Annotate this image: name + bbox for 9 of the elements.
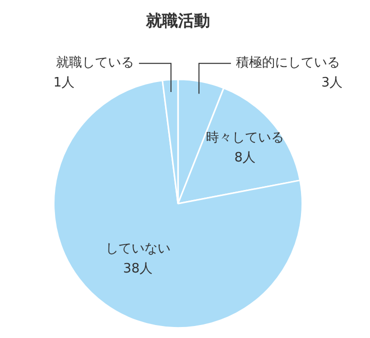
data-label: 1人 <box>53 76 75 91</box>
slice-label: 時々している <box>206 130 284 146</box>
chart-title: 就職活動 <box>145 10 210 30</box>
data-label: 38人 <box>123 261 153 276</box>
data-label: 8人 <box>234 150 256 166</box>
data-label: 3人 <box>321 76 343 91</box>
slice-label: 就職している <box>56 56 134 71</box>
slice-label: していない <box>105 241 170 256</box>
slice-label: 積極的にしている <box>236 56 340 71</box>
